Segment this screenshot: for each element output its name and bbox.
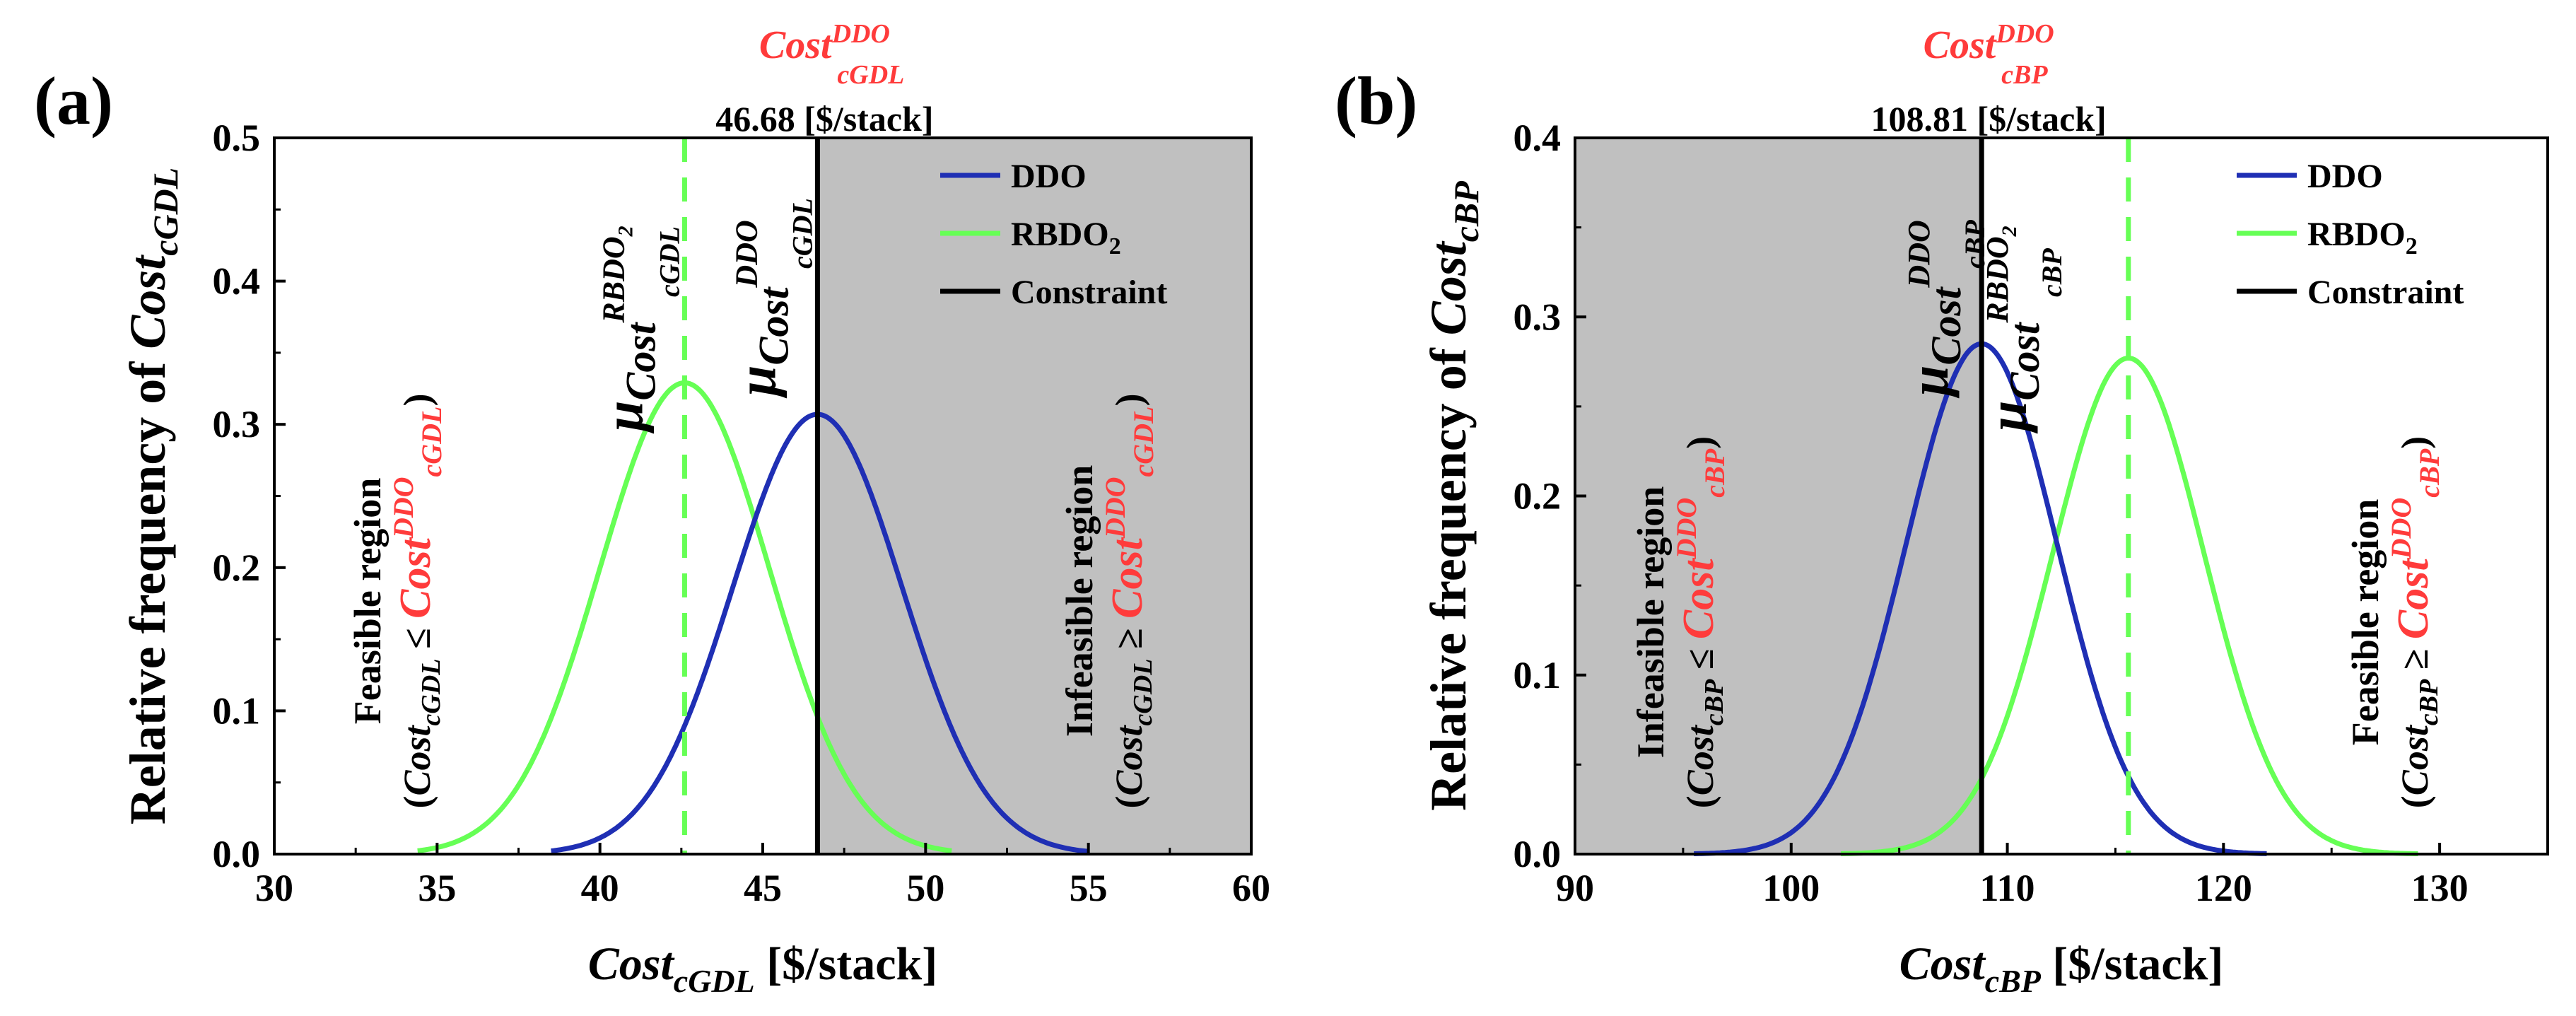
region-left-title: Infeasible region [1629, 486, 1672, 759]
mu-subscript: cBP [1959, 220, 1991, 269]
y-tick-label: 0.5 [213, 117, 261, 159]
x-axis-label: CostcGDL [$/stack] [588, 938, 937, 999]
region-right-expression: (CostcGDL ≥ CostDDOcGDL) [1099, 394, 1159, 809]
x-tick-label: 60 [1232, 867, 1270, 909]
constraint-value-label: 46.68 [$/stack] [715, 99, 933, 139]
y-tick-label: 0.1 [213, 689, 261, 732]
mu-ddo-label: μCostDDO [725, 220, 797, 399]
y-axis-label: Relative frequency of CostcGDL [119, 168, 185, 825]
constraint-cost-label: CostDDO [1924, 19, 2054, 67]
y-tick-label: 0.4 [1514, 117, 1562, 159]
x-tick-label: 90 [1556, 867, 1594, 909]
legend-entry: RBDO2 [1011, 216, 1121, 259]
x-tick-label: 55 [1070, 867, 1108, 909]
mu-subscript: cBP [2036, 248, 2068, 297]
y-tick-label: 0.0 [1514, 833, 1562, 875]
x-tick-label: 110 [1980, 867, 2035, 909]
mu-subscript: cGDL [653, 226, 685, 297]
constraint-cost-sub: cBP [2001, 60, 2048, 90]
mu-ddo-label: μCostDDO [1898, 220, 1969, 399]
y-tick-label: 0.2 [1514, 475, 1562, 518]
legend-entry: Constraint [1011, 274, 1167, 311]
y-tick-label: 0.3 [213, 403, 261, 445]
chart-panel-b: 90 100 110 120 130 0.0 0.1 0.2 0.3 0.4 (b) CostcBP … [1335, 19, 2549, 999]
x-axis-label: CostcBP [$/stack] [1899, 938, 2224, 999]
x-tick-label: 130 [2411, 867, 2469, 909]
infeasible-region-shade [1575, 138, 1982, 854]
panel-label: (a) [34, 63, 113, 139]
constraint-cost-sub: cGDL [837, 60, 904, 90]
y-tick-label: 0.2 [213, 547, 261, 589]
region-left-title: Feasible region [346, 478, 389, 724]
x-tick-label: 30 [255, 867, 293, 909]
region-left-expression: (CostcGDL ≤ CostDDOcGDL) [387, 394, 447, 809]
mu-rbdo-label: μCostRBDO2 [592, 226, 664, 434]
legend-entry: DDO [1011, 158, 1087, 195]
legend-entry: Constraint [2307, 274, 2464, 311]
x-tick-label: 100 [1762, 867, 1820, 909]
legend-entry: DDO [2307, 158, 2383, 195]
x-tick-label: 45 [744, 867, 782, 909]
region-right-title: Infeasible region [1058, 465, 1101, 737]
y-tick-label: 0.4 [213, 260, 261, 303]
panel-label: (b) [1335, 63, 1417, 139]
mu-rbdo-label: μCostRBDO2 [1977, 226, 2048, 434]
constraint-value-label: 108.81 [$/stack] [1871, 99, 2107, 139]
y-tick-label: 0.0 [213, 833, 261, 875]
y-tick-label: 0.3 [1514, 296, 1562, 338]
x-tick-label: 40 [581, 867, 619, 909]
chart-panel-a: 30 35 40 45 50 55 60 0.0 0.1 0.2 0.3 0.4 0.5 (a) Costc… [34, 19, 1270, 999]
y-axis-label: Relative frequency of CostcBP [1420, 181, 1486, 811]
y-tick-label: 0.1 [1514, 654, 1562, 696]
region-right-title: Feasible region [2344, 499, 2387, 745]
region-left-expression: (CostcBP ≤ CostDDOcBP) [1670, 436, 1731, 808]
constraint-cost-label: CostDDO [759, 19, 890, 67]
x-tick-label: 35 [418, 867, 456, 909]
x-tick-label: 50 [906, 867, 944, 909]
infeasible-region-shade [817, 138, 1251, 854]
region-right-expression: (CostcBP ≥ CostDDOcBP) [2385, 436, 2445, 808]
legend-entry: RBDO2 [2307, 216, 2418, 259]
x-tick-label: 120 [2195, 867, 2252, 909]
mu-subscript: cGDL [786, 198, 818, 269]
